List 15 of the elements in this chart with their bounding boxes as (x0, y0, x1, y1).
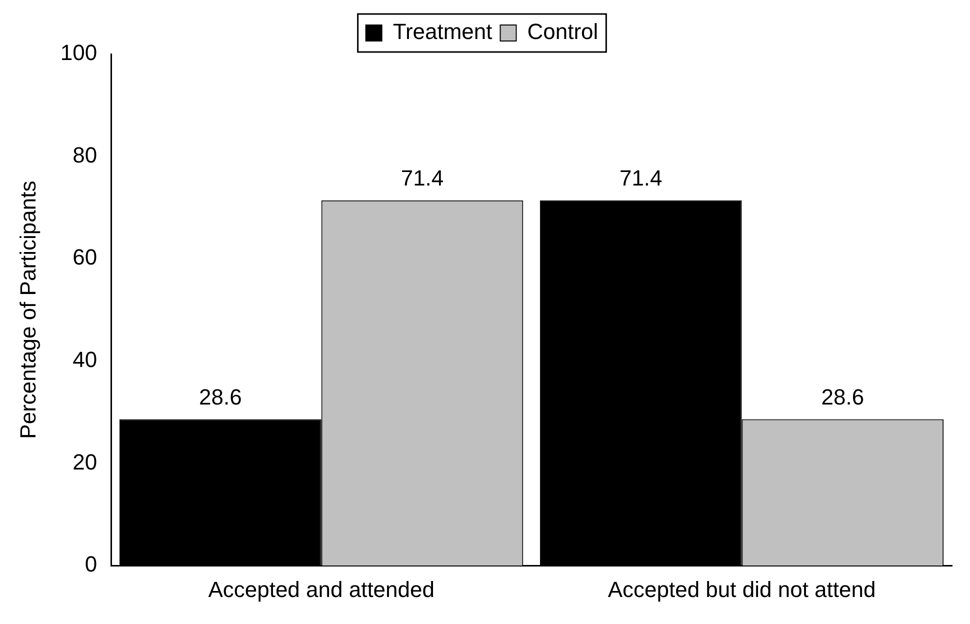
legend-label: Control (527, 19, 598, 44)
y-tick-label: 40 (72, 347, 98, 372)
y-tick-label: 80 (72, 142, 98, 168)
y-tick-label: 20 (72, 449, 98, 474)
data-label: 28.6 (821, 384, 864, 410)
x-tick-label: Accepted and attended (208, 576, 434, 602)
x-tick-label: Accepted but did not attend (608, 576, 876, 602)
data-label: 28.6 (199, 384, 242, 410)
y-tick-label: 0 (84, 552, 98, 577)
legend-label: Treatment (392, 19, 492, 44)
y-axis-title: Percentage of Participants (15, 180, 40, 439)
y-tick-label: 100 (60, 40, 98, 66)
y-tick-label: 60 (72, 244, 98, 270)
data-label: 71.4 (619, 165, 662, 190)
data-label: 71.4 (400, 165, 444, 190)
